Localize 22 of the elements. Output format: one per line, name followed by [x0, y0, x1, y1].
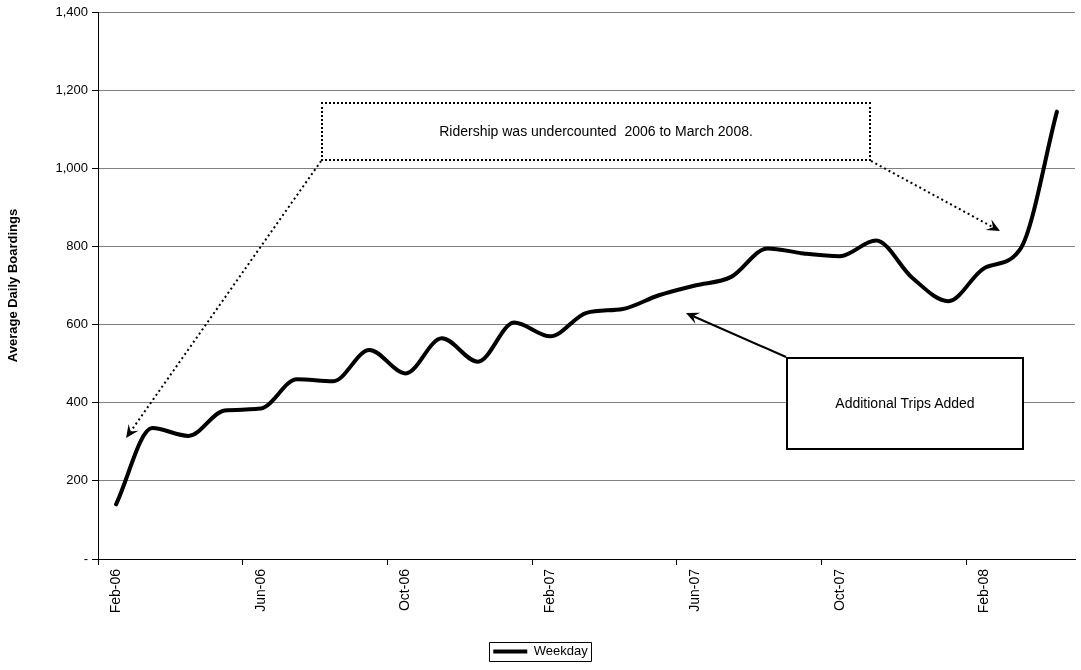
y-tick-label: 200 — [66, 472, 88, 488]
x-tick-label: Feb-06 — [106, 568, 123, 614]
dotted-callout-box: Ridership was undercounted 2006 to March 2008. — [321, 101, 871, 161]
y-tick-label: 1,000 — [55, 159, 88, 175]
y-tick-label: 800 — [66, 238, 88, 254]
x-tick-label: Oct-07 — [830, 568, 847, 612]
y-tick-label: 600 — [66, 316, 88, 332]
y-tick-label: 1,400 — [55, 3, 88, 19]
annotation: Ridership was undercounted 2006 to March 2008. — [439, 123, 753, 140]
annotation: Additional Trips Added — [835, 395, 975, 412]
y-tick-label: 400 — [66, 394, 88, 410]
callout-box: Additional Trips Added — [786, 357, 1024, 450]
line-series — [114, 109, 1059, 507]
x-tick-label: Feb-08 — [975, 568, 992, 614]
y-axis-title: Average Daily Boardings — [5, 208, 21, 363]
legend-label: Weekday — [533, 643, 589, 659]
x-tick-label: Oct-06 — [396, 568, 413, 612]
x-tick-label: Feb-07 — [541, 568, 558, 614]
y-tick-label: 1,200 — [55, 81, 88, 97]
x-tick-label: Jun-07 — [685, 568, 702, 612]
y-tick-label: - — [83, 550, 88, 566]
x-tick-label: Jun-06 — [251, 568, 268, 612]
